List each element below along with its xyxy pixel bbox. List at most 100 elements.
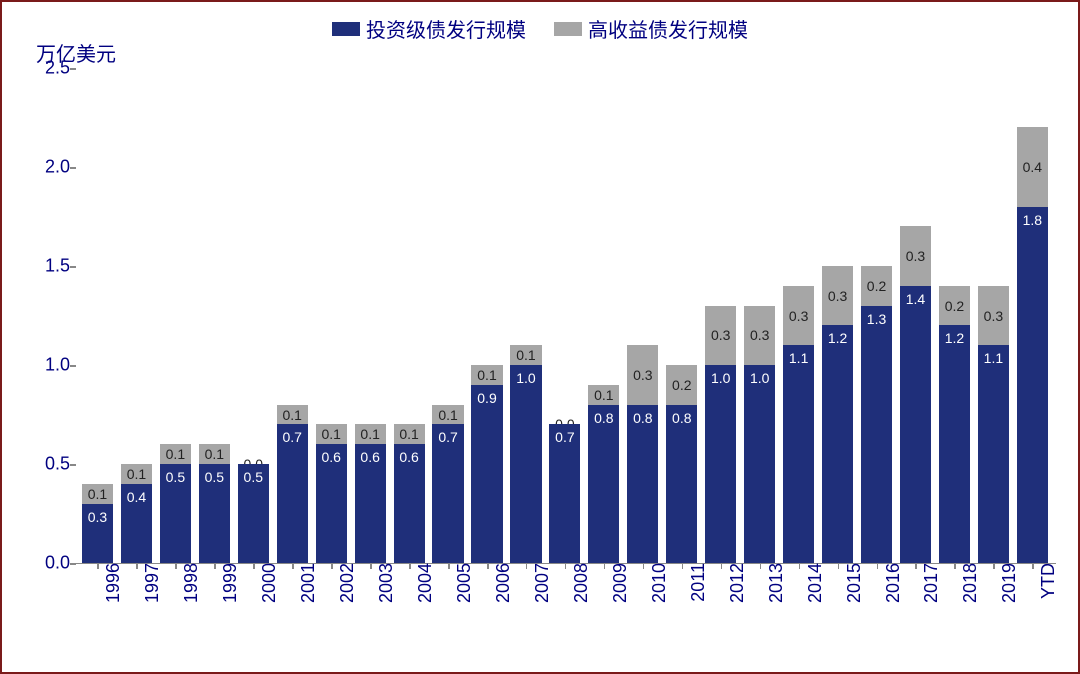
legend-swatch-investment	[332, 22, 360, 36]
bar-segment-investment: 1.0	[744, 365, 775, 563]
bar-value-investment: 0.4	[127, 490, 146, 504]
bar-segment-highyield: 0.1	[121, 464, 152, 484]
bar-stack: 0.11.0	[510, 345, 541, 563]
x-tick-mark	[409, 563, 411, 569]
bar-value-highyield: 0.1	[477, 368, 496, 382]
bar-stack: 0.00.7	[549, 424, 580, 563]
bar-slot: 0.10.62004	[390, 68, 429, 563]
x-tick-label: 2011	[688, 563, 709, 602]
legend-item-investment: 投资级债发行规模	[332, 14, 526, 43]
bar-slot: 0.31.02012	[701, 68, 740, 563]
bar-slot: 0.10.31996	[78, 68, 117, 563]
x-tick-label: 2017	[921, 563, 942, 603]
bar-value-highyield: 0.3	[750, 328, 769, 342]
bar-segment-investment: 0.6	[355, 444, 386, 563]
bar-value-investment: 1.2	[828, 331, 847, 345]
x-tick-label: 2002	[337, 563, 358, 603]
bar-stack: 0.10.9	[471, 365, 502, 563]
bar-segment-highyield: 0.2	[939, 286, 970, 326]
x-tick-mark	[136, 563, 138, 569]
x-tick-mark	[526, 563, 528, 569]
x-tick-label: 2005	[454, 563, 475, 603]
x-tick-label: 2006	[493, 563, 514, 603]
bar-segment-highyield: 0.1	[432, 405, 463, 425]
bar-segment-highyield: 0.3	[783, 286, 814, 345]
x-tick-mark	[877, 563, 879, 569]
x-tick-label: 2019	[999, 563, 1020, 603]
bar-slot: 0.41.8YTD	[1013, 68, 1052, 563]
legend: 投资级债发行规模 高收益债发行规模	[10, 14, 1070, 43]
bar-segment-investment: 1.1	[783, 345, 814, 563]
bar-value-investment: 0.5	[166, 470, 185, 484]
bar-segment-highyield: 0.1	[199, 444, 230, 464]
bar-segment-highyield: 0.2	[861, 266, 892, 306]
bar-segment-highyield: 0.3	[744, 306, 775, 365]
bar-stack: 0.10.6	[355, 424, 386, 563]
bar-segment-highyield: 0.3	[822, 266, 853, 325]
bar-value-highyield: 0.2	[945, 299, 964, 313]
bar-value-highyield: 0.1	[127, 467, 146, 481]
bar-slot: 0.10.72001	[273, 68, 312, 563]
bar-slot: 0.31.22015	[818, 68, 857, 563]
bar-stack: 0.30.8	[627, 345, 658, 563]
bar-slot: 0.00.72008	[545, 68, 584, 563]
x-tick-label: 2007	[532, 563, 553, 603]
bar-segment-investment: 0.4	[121, 484, 152, 563]
x-tick-label: 2016	[883, 563, 904, 603]
bar-value-investment: 0.5	[244, 470, 263, 484]
y-axis: 0.00.51.01.52.02.5	[30, 68, 70, 563]
bar-value-investment: 1.8	[1023, 213, 1042, 227]
bar-segment-investment: 0.5	[199, 464, 230, 563]
x-tick-mark	[253, 563, 255, 569]
bar-segment-investment: 0.8	[588, 405, 619, 563]
bar-value-highyield: 0.3	[984, 309, 1003, 323]
bar-segment-investment: 1.3	[861, 306, 892, 563]
bar-slot: 0.31.12019	[974, 68, 1013, 563]
bar-slot: 0.10.41997	[117, 68, 156, 563]
bar-stack: 0.31.1	[978, 286, 1009, 563]
bar-value-highyield: 0.1	[166, 447, 185, 461]
bar-stack: 0.3 1.0	[744, 306, 775, 563]
bar-segment-highyield: 0.3	[627, 345, 658, 404]
x-tick-mark	[604, 563, 606, 569]
y-tick-label: 0.0	[30, 553, 70, 574]
x-tick-mark	[448, 563, 450, 569]
bar-slot: 0.30.82010	[623, 68, 662, 563]
bar-segment-investment: 1.2	[939, 325, 970, 563]
bar-segment-investment: 1.2	[822, 325, 853, 563]
bar-value-highyield: 0.1	[205, 447, 224, 461]
x-tick-mark	[97, 563, 99, 569]
x-tick-label: 2001	[298, 563, 319, 603]
x-tick-mark	[487, 563, 489, 569]
bar-value-highyield: 0.2	[867, 279, 886, 293]
bar-slot: 0.10.62003	[351, 68, 390, 563]
bar-value-highyield: 0.1	[321, 427, 340, 441]
bar-slot: 0.20.82011	[662, 68, 701, 563]
bar-value-highyield: 0.2	[672, 378, 691, 392]
y-tick-mark	[70, 563, 76, 565]
bar-value-investment: 0.8	[594, 411, 613, 425]
bar-segment-investment: 1.4	[900, 286, 931, 563]
y-tick-label: 2.5	[30, 58, 70, 79]
x-tick-label: 2015	[844, 563, 865, 603]
bar-stack: 0.31.4	[900, 226, 931, 563]
bar-segment-highyield: 0.3	[900, 226, 931, 285]
bar-value-investment: 0.6	[399, 450, 418, 464]
bar-slot: 0.10.92006	[468, 68, 507, 563]
bar-value-highyield: 0.1	[399, 427, 418, 441]
x-tick-mark	[915, 563, 917, 569]
bar-stack: 0.10.7	[432, 405, 463, 563]
bar-segment-investment: 1.0	[510, 365, 541, 563]
bar-slot: 0.00.52000	[234, 68, 273, 563]
bar-value-highyield: 0.1	[516, 348, 535, 362]
bar-value-investment: 1.3	[867, 312, 886, 326]
bar-segment-highyield: 0.1	[588, 385, 619, 405]
y-tick-label: 2.0	[30, 157, 70, 178]
bar-value-investment: 0.7	[555, 430, 574, 444]
bars-container: 0.10.319960.10.419970.10.519980.10.51999…	[74, 68, 1056, 563]
bar-slot: 0.10.51998	[156, 68, 195, 563]
x-tick-label: 1998	[181, 563, 202, 603]
bar-stack: 0.31.0	[705, 306, 736, 563]
bar-segment-investment: 1.8	[1017, 207, 1048, 563]
bar-slot: 0.21.32016	[857, 68, 896, 563]
